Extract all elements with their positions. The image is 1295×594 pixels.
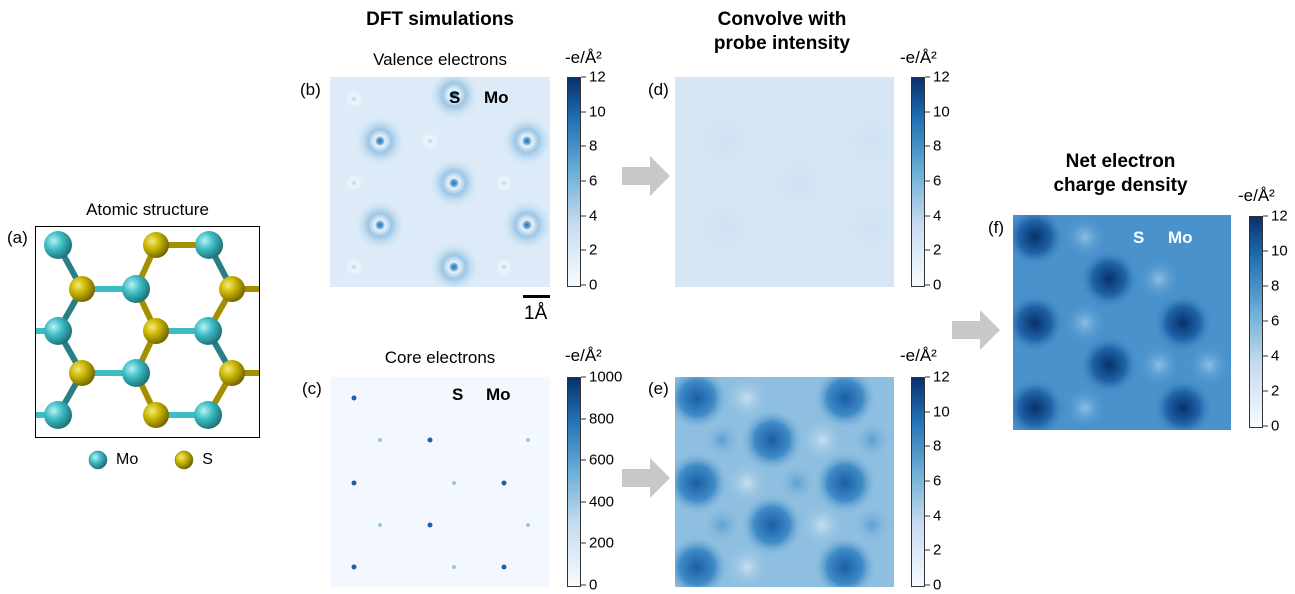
panel-label-c: (c)	[302, 379, 322, 398]
arrow-c-to-e	[622, 458, 670, 498]
colorbar-b	[567, 77, 581, 287]
tick-label: 10	[925, 403, 950, 420]
core-mo-peaks	[351, 395, 507, 570]
panel-a-title: Atomic structure	[86, 200, 209, 219]
net-density-light	[1063, 215, 1231, 430]
heading-net: Net electron charge density	[1013, 150, 1228, 198]
tick-label: 0	[925, 577, 941, 594]
convolved-core-bright	[675, 377, 877, 587]
s-legend-label: S	[202, 451, 213, 468]
s-legend-marker	[174, 450, 194, 470]
colorbar-d-unit: -e/Å²	[900, 48, 937, 67]
tick-label: 12	[581, 69, 606, 86]
core-density-map	[330, 377, 550, 587]
convolved-core-map	[675, 377, 894, 587]
tick-label: 8	[925, 438, 941, 455]
valence-density-map	[330, 77, 550, 287]
tick-label: 12	[1263, 208, 1288, 225]
valence-mo-peaks	[354, 77, 550, 287]
tick-label: 4	[925, 207, 941, 224]
mo-legend-label: Mo	[116, 451, 139, 468]
panel-c-subtitle: Core electrons	[384, 348, 496, 367]
tick-label: 2	[581, 242, 597, 259]
net-s-label: S	[1133, 228, 1145, 247]
colorbar-c-unit: -e/Å²	[565, 346, 602, 365]
heading-convolve: Convolve with probe intensity	[672, 8, 892, 56]
tick-label: 8	[925, 138, 941, 155]
panel-label-b: (b)	[300, 80, 321, 99]
tick-label: 10	[581, 103, 606, 120]
tick-label: 600	[581, 452, 614, 469]
panel-label-a: (a)	[7, 228, 28, 247]
tick-label: 12	[925, 69, 950, 86]
panel-label-e: (e)	[648, 379, 669, 398]
tick-label: 2	[925, 242, 941, 259]
scale-bar	[523, 295, 550, 298]
mo-atoms	[44, 231, 223, 429]
atomic-structure-frame	[35, 226, 260, 438]
tick-label: 6	[925, 173, 941, 190]
arrow-b-to-d	[622, 156, 670, 196]
tick-label: 800	[581, 410, 614, 427]
tick-label: 10	[1263, 243, 1288, 260]
tick-label: 4	[925, 507, 941, 524]
core-s-label: S	[452, 385, 464, 404]
mo-legend-marker	[88, 450, 108, 470]
tick-label: 12	[925, 369, 950, 386]
tick-label: 6	[1263, 313, 1279, 330]
colorbar-e	[911, 377, 925, 587]
colorbar-f	[1249, 216, 1263, 428]
tick-label: 1000	[581, 369, 622, 386]
convolved-core-medium	[702, 420, 892, 545]
tick-label: 0	[925, 277, 941, 294]
heading-net-line2: charge density	[1053, 175, 1188, 196]
colorbar-f-unit: -e/Å²	[1238, 186, 1275, 205]
arrow-to-f	[952, 310, 1000, 350]
tick-label: 4	[581, 207, 597, 224]
heading-net-line1: Net electron	[1065, 151, 1176, 172]
panel-label-d: (d)	[648, 80, 669, 99]
colorbar-d	[911, 77, 925, 287]
panel-b-subtitle: Valence electrons	[373, 50, 507, 69]
valence-s-label: S	[449, 88, 461, 107]
core-s-peaks	[378, 438, 530, 569]
convolved-valence-map	[675, 77, 894, 287]
tick-label: 2	[1263, 382, 1279, 399]
panel-label-f: (f)	[988, 218, 1005, 237]
scale-bar-label: 1Å	[524, 303, 548, 324]
heading-convolve-line1: Convolve with	[717, 9, 847, 30]
net-mo-label: Mo	[1168, 228, 1193, 247]
tick-label: 8	[1263, 277, 1279, 294]
tick-label: 10	[925, 103, 950, 120]
colorbar-c	[567, 377, 581, 587]
tick-label: 4	[1263, 348, 1279, 365]
net-density-dark	[1013, 215, 1213, 430]
tick-label: 6	[581, 173, 597, 190]
heading-dft: DFT simulations	[366, 9, 514, 30]
s-atoms	[69, 232, 245, 428]
tick-label: 0	[581, 277, 597, 294]
atomic-structure-diagram	[36, 231, 259, 429]
tick-label: 0	[1263, 418, 1279, 435]
tick-label: 0	[581, 577, 597, 594]
colorbar-e-unit: -e/Å²	[900, 346, 937, 365]
net-charge-density-map	[1013, 215, 1231, 430]
heading-convolve-line2: probe intensity	[713, 33, 851, 54]
tick-label: 6	[925, 473, 941, 490]
core-mo-label: Mo	[486, 385, 511, 404]
valence-s-sites	[345, 90, 513, 276]
tick-label: 8	[581, 138, 597, 155]
atom-legend: Mo S	[88, 450, 213, 470]
tick-label: 200	[581, 535, 614, 552]
colorbar-b-unit: -e/Å²	[565, 48, 602, 67]
tick-label: 2	[925, 542, 941, 559]
convolved-core-light	[725, 377, 844, 587]
valence-mo-label: Mo	[484, 88, 509, 107]
tick-label: 400	[581, 493, 614, 510]
